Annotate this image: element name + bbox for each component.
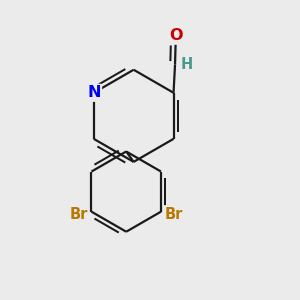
Text: N: N xyxy=(87,85,101,100)
Text: Br: Br xyxy=(70,207,88,222)
Text: H: H xyxy=(180,57,193,72)
Text: O: O xyxy=(169,28,182,43)
Text: Br: Br xyxy=(164,207,183,222)
